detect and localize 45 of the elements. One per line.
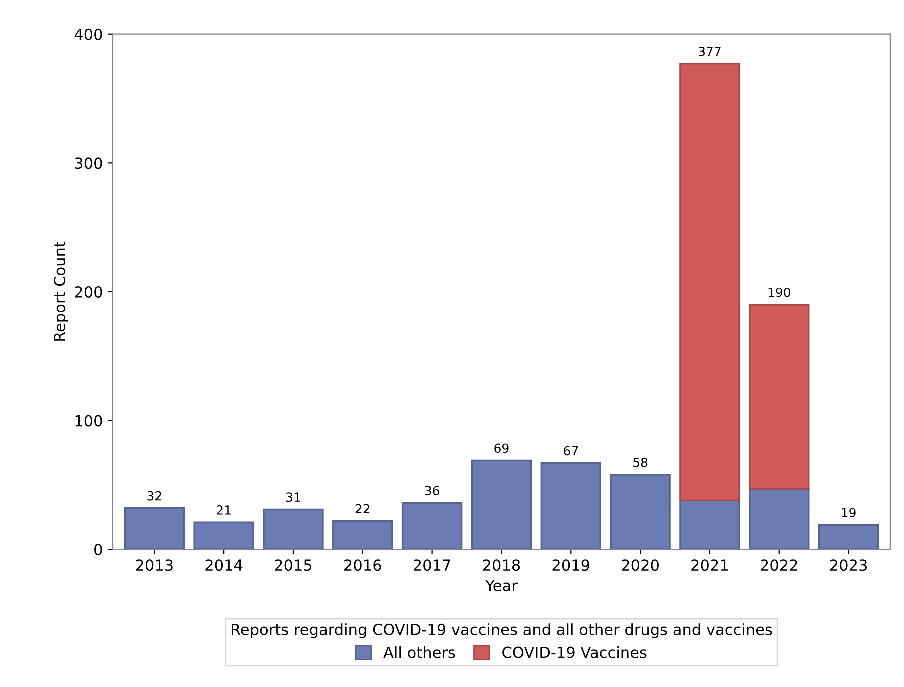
y-tick-label: 0 [94, 544, 102, 556]
total-label: 19 [842, 508, 856, 518]
bar [263, 508, 324, 550]
legend-title: Reports regarding COVID-19 vaccines and all other drugs and vaccines [232, 624, 772, 638]
total-label: 377 [698, 46, 721, 56]
y-tick-label: 300 [75, 158, 102, 170]
x-tick-label: 2023 [830, 560, 868, 572]
x-tick-label: 2019 [552, 560, 590, 572]
bar [818, 524, 880, 550]
y-tick-label: 400 [74, 28, 102, 40]
bar [402, 502, 463, 550]
x-tick-label: 2014 [206, 560, 243, 572]
bar [471, 460, 532, 550]
bar [540, 462, 602, 550]
x-tick-label: 2022 [761, 560, 798, 572]
bar [332, 520, 394, 550]
bar [680, 63, 740, 502]
total-label: 36 [425, 486, 440, 496]
total-label: 21 [217, 506, 231, 515]
y-axis-title: Report Count [54, 242, 69, 341]
total-label: 190 [768, 288, 790, 298]
total-label: 69 [494, 444, 509, 454]
x-tick-label: 2013 [136, 560, 173, 572]
bar [680, 500, 740, 550]
bar [749, 488, 810, 550]
x-tick-label: 2017 [414, 560, 450, 572]
y-tick-label: 100 [76, 415, 102, 427]
total-label: 67 [564, 446, 578, 456]
total-label: 22 [356, 504, 370, 514]
total-label: 32 [148, 491, 162, 501]
x-tick-label: 2020 [622, 560, 659, 572]
total-label: 31 [286, 492, 300, 502]
x-tick-label: 2021 [692, 560, 728, 572]
legend-label: COVID-19 Vaccines [502, 646, 647, 658]
x-tick-label: 2018 [483, 560, 520, 572]
y-tick-label: 200 [75, 286, 102, 298]
x-axis-title: Year [486, 580, 518, 592]
bar [749, 304, 810, 490]
bar [194, 522, 254, 550]
legend-label: All others [384, 646, 456, 658]
total-label: 58 [634, 458, 648, 468]
bar [124, 508, 185, 550]
x-tick-label: 2016 [344, 560, 382, 572]
x-tick-label: 2015 [275, 560, 312, 572]
bar [610, 474, 671, 550]
